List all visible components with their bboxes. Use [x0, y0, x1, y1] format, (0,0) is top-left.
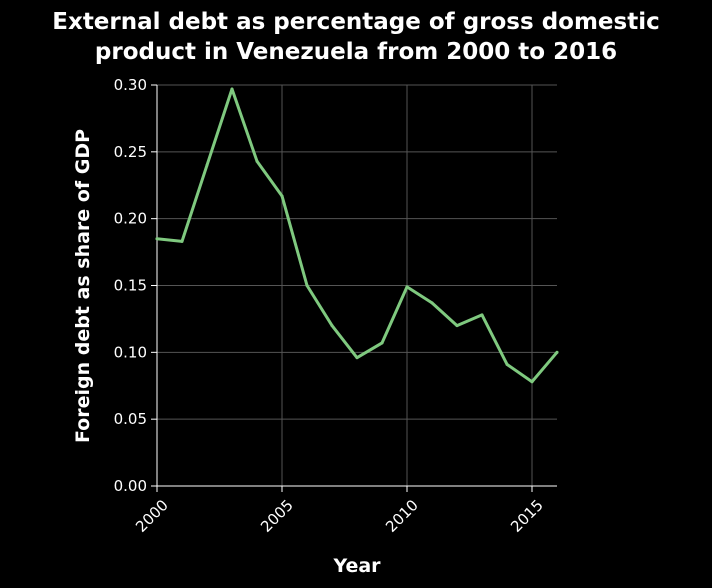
x-axis-ticks: 2000 2005 2010 2015: [132, 486, 547, 536]
data-point: [480, 313, 484, 317]
data-point: [530, 380, 534, 384]
y-tick-label: 0.15: [114, 277, 147, 295]
data-point: [330, 324, 334, 328]
y-tick-label: 0.00: [114, 477, 147, 495]
chart-title-line-1: External debt as percentage of gross dom…: [52, 9, 659, 35]
data-point: [405, 285, 409, 289]
series-group: [155, 87, 559, 384]
grid: [156, 84, 557, 487]
data-point: [355, 356, 359, 360]
x-tick-label: 2010: [382, 496, 422, 536]
data-point: [255, 159, 259, 163]
y-tick-label: 0.25: [114, 143, 147, 161]
y-tick-label: 0.10: [114, 343, 147, 361]
data-point: [280, 194, 284, 198]
data-point: [555, 350, 559, 354]
y-tick-label: 0.05: [114, 410, 147, 428]
x-axis-label: Year: [332, 555, 381, 577]
y-tick-label: 0.30: [114, 76, 147, 94]
data-point: [505, 362, 509, 366]
x-tick-label: 2000: [132, 496, 172, 536]
data-point: [430, 301, 434, 305]
data-point: [205, 163, 209, 167]
data-point: [180, 239, 184, 243]
x-tick-label: 2005: [257, 496, 297, 536]
y-axis-label: Foreign debt as share of GDP: [72, 129, 94, 443]
data-point: [305, 284, 309, 287]
series-line: [155, 87, 559, 384]
data-point: [230, 87, 234, 91]
x-tick-label: 2015: [507, 496, 547, 536]
chart-title-line-2: product in Venezuela from 2000 to 2016: [95, 39, 617, 65]
y-axis-ticks: 0.00 0.05 0.10 0.15 0.20 0.25 0.30: [114, 76, 157, 495]
data-point: [380, 341, 384, 345]
y-tick-label: 0.20: [114, 210, 147, 228]
data-point: [455, 324, 459, 328]
data-point: [155, 237, 159, 241]
